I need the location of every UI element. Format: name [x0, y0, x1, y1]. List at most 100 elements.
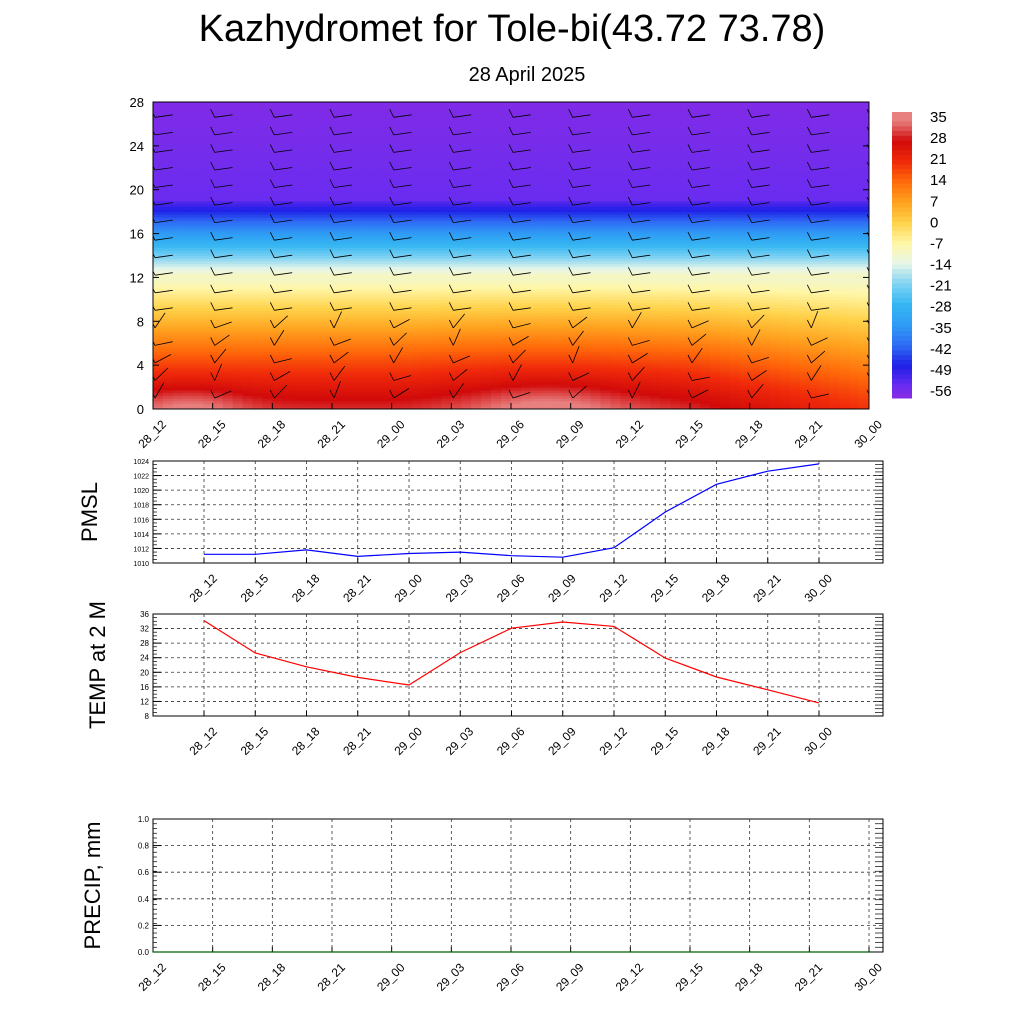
heatmap-x-tick: 29_18	[732, 417, 766, 451]
colorbar-label: 21	[930, 151, 947, 168]
y-tick-label: 24	[140, 654, 149, 663]
colorbar-label: -49	[930, 362, 952, 379]
colorbar-label: 14	[930, 172, 947, 189]
heatmap-x-tick: 29_12	[613, 417, 647, 451]
y-tick-label: 1010	[133, 561, 149, 568]
heatmap-y-tick: 4	[137, 358, 144, 373]
y-tick-label: 28	[140, 639, 149, 648]
x-tick-label: 28_15	[195, 960, 229, 994]
y-tick-label: 8	[145, 712, 150, 721]
x-tick-label: 29_06	[493, 960, 527, 994]
heatmap-x-tick: 28_15	[195, 417, 229, 451]
y-tick-label: 12	[140, 697, 149, 706]
x-tick-label: 28_21	[340, 571, 374, 605]
x-tick-label: 30_00	[801, 724, 835, 758]
y-tick-label: 1016	[133, 517, 149, 524]
x-tick-label: 29_09	[545, 571, 579, 605]
x-tick-label: 29_21	[750, 724, 784, 758]
heatmap-x-tick: 29_03	[434, 417, 468, 451]
temperature-section-chart: 0 4 8 12 16 20 24 28 28_12 28_15 28_18 28_21 29_00 29…	[130, 95, 952, 451]
x-tick-label: 28_12	[186, 571, 220, 605]
y-tick-label: 1022	[133, 474, 149, 481]
y-axis-label: PMSL	[77, 482, 102, 542]
y-axis-label: PRECIP, mm	[80, 822, 105, 950]
x-tick-label: 29_18	[699, 724, 733, 758]
x-tick-label: 28_21	[314, 960, 348, 994]
heatmap-x-tick: 29_00	[374, 417, 408, 451]
colorbar-label: -21	[930, 278, 952, 295]
x-tick-label: 28_15	[238, 724, 272, 758]
y-tick-label: 1020	[133, 488, 149, 495]
heatmap-y-tick: 12	[130, 270, 144, 285]
colorbar-label: 35	[930, 109, 947, 126]
x-tick-label: 28_18	[289, 571, 323, 605]
y-tick-label: 32	[140, 625, 149, 634]
temp-2m-chart: 8 12 16 20 24 28 32 36 28_12 28_15 28_18 28_21 29_00…	[85, 601, 884, 758]
y-tick-label: 16	[140, 683, 149, 692]
x-tick-label: 29_21	[750, 571, 784, 605]
heatmap-x-tick: 30_00	[851, 417, 885, 451]
plot-frame	[152, 818, 884, 953]
x-tick-label: 29_12	[596, 724, 630, 758]
x-tick-label: 30_00	[801, 571, 835, 605]
y-tick-label: 0.6	[138, 868, 150, 877]
y-tick-label: 20	[140, 668, 149, 677]
colorbar-label: -14	[930, 257, 952, 274]
heatmap-x-tick: 28_18	[255, 417, 289, 451]
x-tick-label: 29_03	[443, 571, 477, 605]
x-tick-label: 29_06	[494, 724, 528, 758]
x-tick-label: 29_00	[391, 724, 425, 758]
heatmap-field	[153, 102, 869, 409]
y-tick-label: 0.0	[138, 948, 150, 957]
x-tick-label: 28_18	[255, 960, 289, 994]
colorbar-label: -35	[930, 320, 952, 337]
heatmap-x-tick: 29_21	[792, 417, 826, 451]
heatmap-y-tick: 24	[130, 139, 144, 154]
y-tick-label: 1018	[133, 503, 149, 510]
x-tick-label: 29_00	[374, 960, 408, 994]
x-tick-label: 29_15	[672, 960, 706, 994]
heatmap-x-tick: 29_06	[493, 417, 527, 451]
x-tick-label: 28_15	[238, 571, 272, 605]
x-tick-label: 29_15	[648, 724, 682, 758]
heatmap-y-tick: 28	[130, 95, 144, 110]
x-tick-label: 29_09	[553, 960, 587, 994]
y-axis-label: TEMP at 2 M	[85, 601, 110, 729]
page-title: Kazhydromet for Tole-bi(43.72 73.78)	[198, 8, 826, 50]
colorbar-label: -7	[930, 235, 943, 252]
heatmap-y-tick: 8	[137, 314, 144, 329]
plot-frame	[152, 460, 884, 564]
y-tick-label: 0.2	[138, 921, 150, 930]
y-tick-label: 1014	[133, 532, 149, 539]
heatmap-x-tick: 28_21	[314, 417, 348, 451]
y-tick-label: 0.8	[138, 842, 150, 851]
x-tick-label: 29_12	[613, 960, 647, 994]
colorbar-label: -42	[930, 341, 952, 358]
x-tick-label: 28_12	[135, 960, 169, 994]
colorbar-label: -56	[930, 383, 952, 400]
heatmap-x-tick: 29_09	[553, 417, 587, 451]
colorbar-label: 28	[930, 130, 947, 147]
page-subtitle: 28 April 2025	[468, 64, 586, 86]
x-tick-label: 29_18	[732, 960, 766, 994]
heatmap-x-tick: 28_12	[135, 417, 169, 451]
x-tick-label: 29_18	[699, 571, 733, 605]
colorbar: 35 28 21 14 7 0 -7 -14 -21 -28 -35 -42 -49 -56	[892, 109, 952, 400]
heatmap-y-tick: 16	[130, 227, 144, 242]
heatmap-y-tick: 0	[137, 402, 144, 417]
x-tick-label: 29_03	[434, 960, 468, 994]
x-tick-label: 28_12	[186, 724, 220, 758]
wind-barbs	[153, 109, 869, 399]
plot-frame	[152, 613, 884, 717]
y-tick-label: 36	[140, 610, 149, 619]
x-tick-label: 29_03	[443, 724, 477, 758]
x-tick-label: 28_18	[289, 724, 323, 758]
x-tick-label: 29_12	[596, 571, 630, 605]
y-tick-label: 1.0	[138, 815, 150, 824]
x-tick-label: 29_21	[792, 960, 826, 994]
colorbar-label: 0	[930, 214, 938, 231]
y-tick-label: 1024	[133, 459, 149, 466]
y-tick-label: 0.4	[138, 895, 150, 904]
x-tick-label: 30_00	[851, 960, 885, 994]
